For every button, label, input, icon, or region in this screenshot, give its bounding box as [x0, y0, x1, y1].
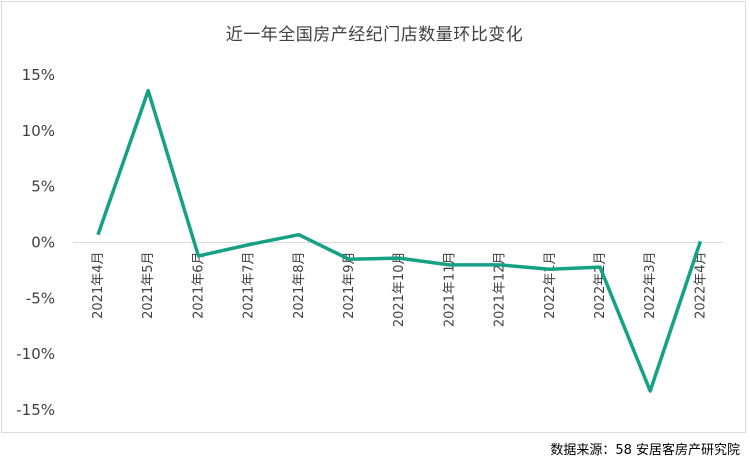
x-tick-label: 2021年4月 [91, 252, 106, 319]
y-tick-label: 10% [22, 122, 55, 140]
x-tick-label: 2021年5月 [141, 252, 156, 319]
y-tick-label: 15% [22, 66, 55, 84]
chart-frame: 近一年全国房产经纪门店数量环比变化 [1, 1, 746, 433]
y-tick-label: 5% [31, 178, 55, 196]
x-tick-label: 2021年7月 [242, 252, 257, 319]
series-line [96, 88, 703, 393]
x-tick-label: 2021年9月 [342, 252, 357, 319]
y-tick-label: -15% [16, 401, 55, 419]
chart-title: 近一年全国房产经纪门店数量环比变化 [225, 25, 524, 45]
x-tick-label: 2021年11月 [442, 252, 457, 328]
y-tick-label: -10% [16, 345, 55, 363]
x-tick-label: 2022年1月 [543, 252, 558, 319]
x-tick-label: 2021年8月 [292, 252, 307, 319]
x-tick-label: 2021年12月 [493, 251, 508, 327]
source-note: 数据来源：58 安居客房产研究院 [550, 443, 740, 458]
y-tick-label: 0% [31, 234, 55, 252]
x-tick-label: 2022年3月 [643, 252, 658, 319]
x-tick-label: 2022年4月 [693, 252, 708, 319]
y-tick-label: -5% [26, 289, 55, 307]
y-axis-ticks: 15% 10% 5% 0% -5% -10% -15% [16, 66, 55, 419]
x-tick-label: 2021年10月 [392, 252, 407, 328]
x-tick-label: 2021年6月 [191, 252, 206, 319]
x-axis-ticks: 2021年4月 2021年5月 2021年6月 2021年7月 2021年8月 2021年… [91, 251, 708, 327]
